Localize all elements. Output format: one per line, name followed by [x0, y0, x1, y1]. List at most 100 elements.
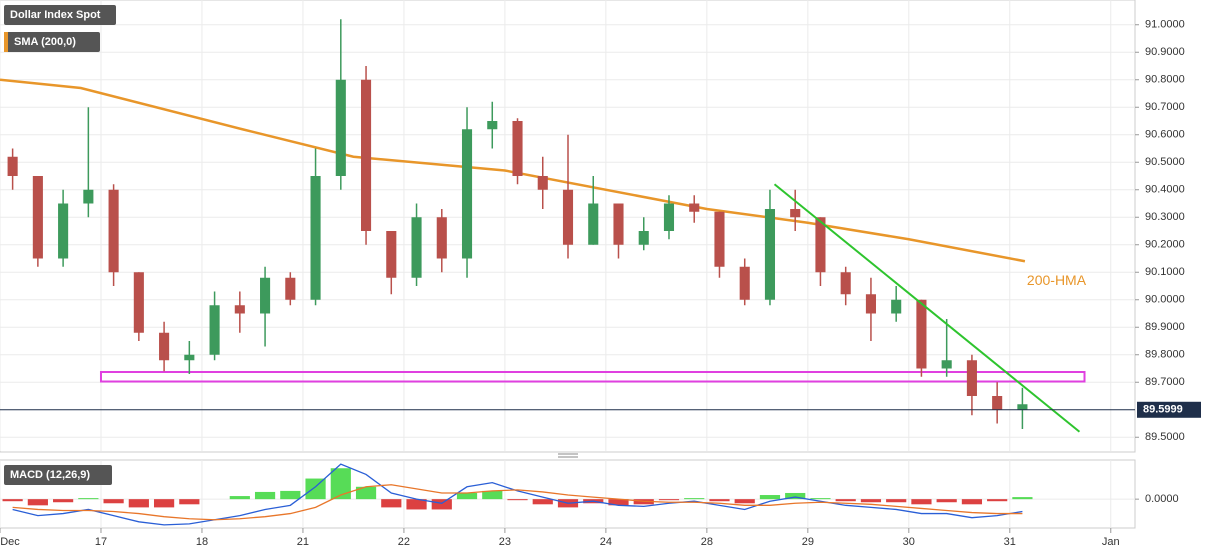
- macd-line: [12, 484, 1023, 521]
- y-tick-label: 90.0000: [1145, 294, 1185, 306]
- sma-line: [0, 78, 1026, 263]
- legend-swatch: [4, 32, 8, 52]
- histogram-bar: [381, 499, 402, 508]
- trend-line: [773, 183, 1081, 433]
- histogram-bar: [911, 499, 932, 505]
- histogram-bar: [961, 499, 983, 505]
- candle-body: [436, 217, 447, 259]
- x-tick-label: 28: [701, 536, 713, 548]
- histogram-bar: [128, 499, 149, 508]
- candle-body: [1017, 404, 1028, 410]
- histogram-bar: [532, 499, 553, 505]
- candle-body: [184, 354, 195, 361]
- candle-body: [386, 231, 397, 278]
- candle-body: [310, 176, 321, 300]
- candle-body: [234, 305, 245, 314]
- y-tick-label: 90.5000: [1145, 156, 1185, 168]
- histogram-bar: [810, 498, 831, 500]
- candle-body: [891, 299, 902, 314]
- x-tick-label: Dec: [0, 536, 20, 548]
- candle-body: [739, 266, 750, 300]
- y-tick-label: 90.1000: [1145, 266, 1185, 278]
- y-tick-label: 89.8000: [1145, 349, 1185, 361]
- x-tick-label: 30: [903, 536, 915, 548]
- y-tick-label: 91.0000: [1145, 19, 1185, 31]
- x-tick-label: 23: [499, 536, 511, 548]
- histogram-bar: [305, 478, 326, 500]
- macd-pane: [0, 459, 1136, 529]
- candle-body: [335, 79, 346, 176]
- candle-body: [285, 277, 296, 300]
- histogram-bar: [759, 495, 781, 500]
- histogram-bar: [785, 492, 806, 500]
- x-tick-label: 29: [802, 536, 814, 548]
- histogram-bar: [280, 490, 301, 500]
- x-tick-label: 22: [398, 536, 410, 548]
- histogram-bar: [987, 499, 1008, 502]
- legend-box: [4, 465, 112, 485]
- y-tick-label: 90.8000: [1145, 74, 1185, 86]
- histogram-bar: [1012, 497, 1033, 500]
- candle-body: [966, 360, 977, 396]
- y-tick-label: 0.0000: [1145, 493, 1179, 505]
- candle-body: [562, 189, 574, 245]
- candle-body: [32, 176, 43, 259]
- histogram-bar: [936, 499, 957, 503]
- x-tick-label: 31: [1004, 536, 1016, 548]
- y-tick-label: 89.9000: [1145, 321, 1185, 333]
- legend-box: [4, 5, 116, 25]
- candle-body: [663, 203, 675, 231]
- candle-body: [537, 176, 548, 190]
- x-tick-label: 18: [196, 536, 208, 548]
- histogram-bar: [684, 498, 705, 500]
- histogram-bar: [709, 499, 730, 502]
- histogram-bar: [860, 499, 882, 503]
- histogram-bar: [254, 491, 276, 500]
- candle-body: [941, 360, 952, 369]
- histogram-bar: [27, 499, 48, 506]
- y-tick-label: 90.9000: [1145, 46, 1185, 58]
- y-tick-label: 89.7000: [1145, 376, 1185, 388]
- y-tick-label: 90.7000: [1145, 101, 1185, 113]
- histogram-bar: [53, 499, 74, 503]
- candle-body: [638, 231, 649, 245]
- candle-body: [916, 299, 927, 369]
- candle-body: [689, 203, 700, 212]
- y-tick-label: 90.4000: [1145, 184, 1185, 196]
- candle-body: [260, 277, 271, 314]
- legend-box: [4, 32, 100, 52]
- histogram-bar: [608, 499, 629, 506]
- candle-body: [411, 217, 422, 278]
- candle-body: [360, 79, 372, 231]
- sma-annotation: 200-HMA: [1027, 272, 1087, 288]
- macd-line: [12, 463, 1023, 526]
- candle-body: [7, 156, 18, 176]
- candle-body: [790, 209, 801, 218]
- y-tick-label: 90.3000: [1145, 211, 1185, 223]
- histogram-bar: [406, 499, 427, 510]
- candle-body: [992, 396, 1003, 410]
- legend-sma: SMA (200,0): [14, 36, 76, 48]
- pane-handle[interactable]: [558, 453, 578, 458]
- histogram-bar: [658, 499, 680, 501]
- x-tick-label: 21: [297, 536, 309, 548]
- histogram-bar: [507, 499, 528, 501]
- support-zone: [99, 371, 1086, 383]
- candle-body: [588, 203, 599, 245]
- candle-body: [613, 203, 624, 245]
- candle-body: [108, 189, 119, 273]
- y-tick-label: 90.6000: [1145, 129, 1185, 141]
- legend-title: Dollar Index Spot: [10, 9, 101, 21]
- x-tick-label: Jan: [1102, 536, 1120, 548]
- candle-body: [815, 217, 826, 273]
- candle-body: [461, 129, 473, 259]
- x-tick-label: 24: [600, 536, 612, 548]
- histogram-bar: [886, 499, 907, 503]
- histogram-bar: [431, 499, 452, 510]
- histogram-bar: [330, 468, 351, 500]
- candle-body: [58, 203, 69, 259]
- candle-body: [865, 294, 876, 314]
- histogram-bar: [179, 499, 200, 505]
- candle-body: [209, 305, 220, 355]
